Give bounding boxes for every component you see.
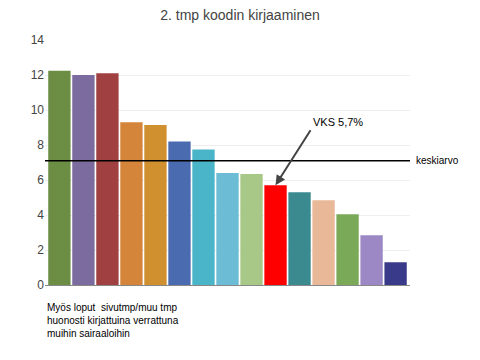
svg-text:VKS 5,7%: VKS 5,7% — [313, 116, 363, 128]
svg-text:Myös loput sivutmp/muu tmphuo: Myös loput sivutmp/muu tmphuonosti kirja… — [47, 302, 179, 339]
svg-text:6: 6 — [37, 173, 44, 187]
svg-text:keskiarvo: keskiarvo — [416, 155, 459, 166]
svg-text:12: 12 — [31, 68, 45, 82]
svg-text:0: 0 — [37, 278, 44, 292]
svg-text:10: 10 — [31, 103, 45, 117]
svg-text:8: 8 — [37, 138, 44, 152]
svg-text:2. tmp koodin kirjaaminen: 2. tmp koodin kirjaaminen — [160, 7, 320, 23]
svg-text:2: 2 — [37, 243, 44, 257]
svg-text:4: 4 — [37, 208, 44, 222]
svg-text:14: 14 — [31, 33, 45, 47]
